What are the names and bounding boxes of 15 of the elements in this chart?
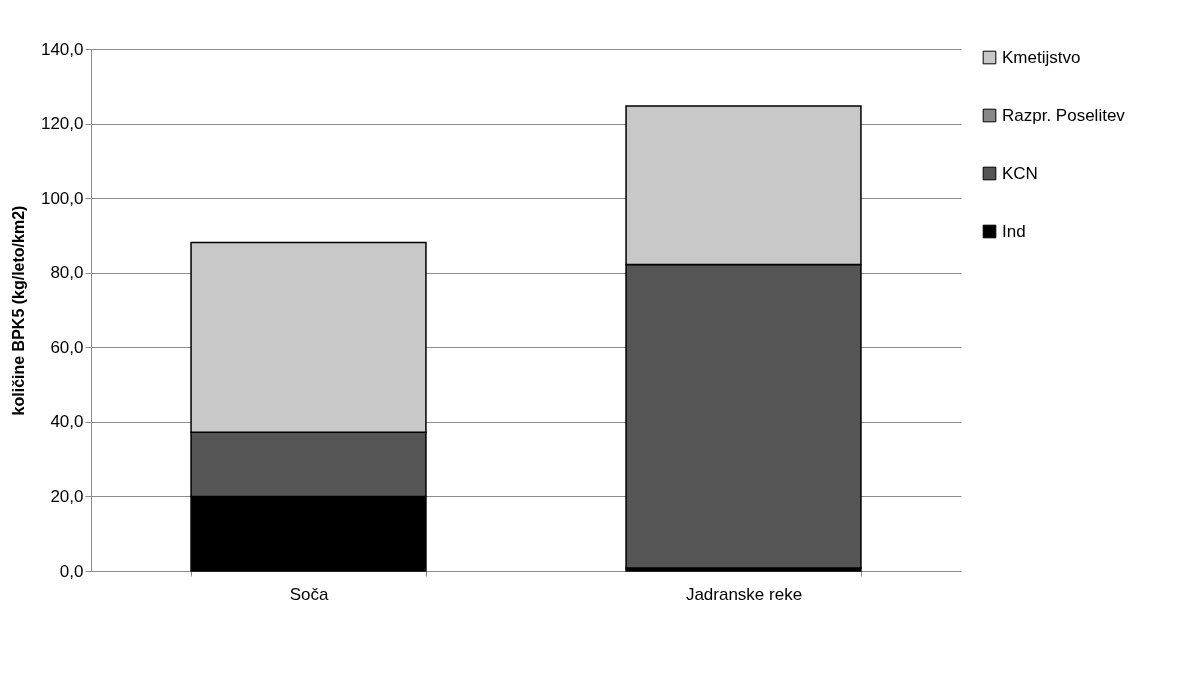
y-tick-label: 0,0 — [59, 561, 84, 581]
legend-label: Ind — [1002, 221, 1026, 241]
legend-label: Kmetijstvo — [1002, 47, 1081, 67]
legend-label: Razpr. Poselitev — [1002, 105, 1126, 125]
x-tick-label: Soča — [289, 584, 329, 604]
y-tick-label: 20,0 — [50, 486, 84, 506]
y-tick-label: 60,0 — [50, 337, 84, 357]
y-tick-label: 80,0 — [50, 263, 84, 283]
y-tick-label: 100,0 — [40, 188, 84, 208]
y-tick-label: 40,0 — [50, 412, 84, 432]
x-tick-label: Jadranske reke — [685, 584, 803, 604]
y-tick-label: 120,0 — [40, 114, 84, 134]
legend-label: KCN — [1002, 163, 1038, 183]
y-tick-label: 140,0 — [40, 39, 84, 59]
y-axis-title: količine BPK5 (kg/leto/km2) — [9, 205, 27, 416]
